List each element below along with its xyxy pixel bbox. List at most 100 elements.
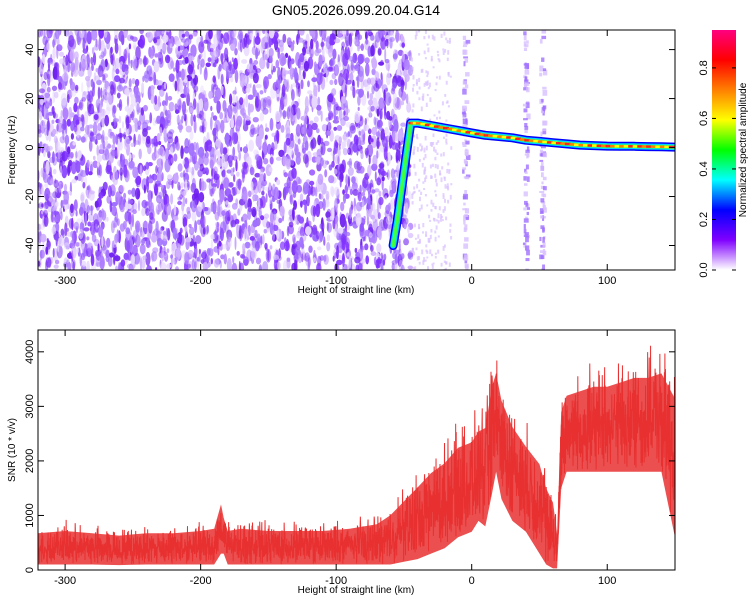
noise-blob [322,61,327,68]
noise-blob [88,139,93,152]
noise-blob [156,172,163,184]
noise-blob [262,261,269,270]
snr-y-tick-label: 3000 [24,394,36,418]
noise-blob [199,63,202,75]
noise-blob [96,161,100,168]
noise-speckle [413,134,416,138]
noise-blob [373,116,377,126]
noise-blob [71,231,75,245]
noise-blob [130,218,133,231]
stripe-speckle [464,237,469,242]
noise-blob [146,237,150,249]
ridge-peak [605,144,612,148]
noise-blob [207,57,212,63]
noise-blob [263,172,266,182]
snr-x-tick-label: -100 [325,575,347,587]
noise-speckle [442,50,445,55]
noise-blob [53,210,60,215]
stripe-speckle [525,102,530,109]
noise-speckle [442,246,445,251]
noise-speckle [429,142,432,147]
noise-speckle [446,168,449,174]
noise-blob [277,66,281,81]
noise-blob [128,78,132,88]
noise-blob [398,240,401,252]
noise-speckle [415,82,418,86]
noise-blob [275,89,281,103]
noise-blob [255,84,262,89]
noise-speckle [435,193,437,197]
noise-speckle [445,37,448,41]
noise-blob [237,178,242,191]
stripe-speckle [542,128,546,132]
noise-speckle [438,116,441,120]
noise-blob [374,71,380,81]
noise-blob [45,161,50,175]
noise-speckle [420,69,423,73]
noise-blob [229,154,234,162]
stripe-speckle [540,198,545,203]
noise-blob [132,55,137,70]
noise-speckle [438,110,441,114]
noise-blob [389,211,393,223]
snr-series [38,345,675,569]
noise-blob [381,84,388,95]
noise-blob [238,260,241,270]
noise-blob [323,236,326,246]
noise-blob [149,212,154,220]
noise-blob [383,146,388,160]
stripe-speckle [464,100,470,104]
stripe-speckle [464,107,467,111]
stripe-speckle [525,245,530,251]
noise-blob [91,63,94,71]
noise-blob [367,195,371,204]
noise-blob [128,52,130,67]
noise-blob [124,88,130,96]
noise-blob [347,167,354,176]
noise-blob [296,84,299,97]
noise-blob [96,102,101,108]
noise-blob [221,210,226,217]
noise-blob [172,216,179,221]
noise-blob [185,197,188,205]
noise-blob [42,167,47,180]
stripe-speckle [465,39,471,44]
noise-blob [192,31,198,37]
noise-blob [269,117,274,131]
noise-blob [258,264,263,270]
noise-blob [334,78,338,86]
noise-blob [275,59,280,69]
noise-blob [351,176,356,184]
noise-blob [189,107,194,114]
noise-blob [47,145,53,151]
noise-speckle [418,256,420,260]
noise-speckle [443,206,446,211]
noise-blob [53,205,57,211]
noise-blob [54,91,59,99]
noise-blob [175,109,180,114]
noise-blob [216,176,220,189]
noise-blob [189,226,195,236]
noise-speckle [427,86,430,90]
noise-speckle [424,57,427,60]
noise-blob [139,34,146,49]
noise-blob [346,252,350,257]
noise-blob [380,170,387,177]
noise-blob [56,45,59,59]
noise-blob [400,132,406,142]
stripe-speckle [462,118,467,125]
noise-blob [189,56,192,65]
ridge-peak [515,137,522,140]
noise-blob [74,56,79,71]
noise-blob [47,151,51,159]
noise-blob [131,187,136,198]
noise-blob [402,214,407,219]
noise-blob [140,231,145,238]
noise-blob [349,72,354,82]
noise-blob [257,69,261,75]
noise-blob [304,201,307,214]
noise-blob [179,227,183,234]
noise-speckle [443,177,446,181]
noise-blob [161,100,167,107]
ridge-peak [470,131,477,135]
